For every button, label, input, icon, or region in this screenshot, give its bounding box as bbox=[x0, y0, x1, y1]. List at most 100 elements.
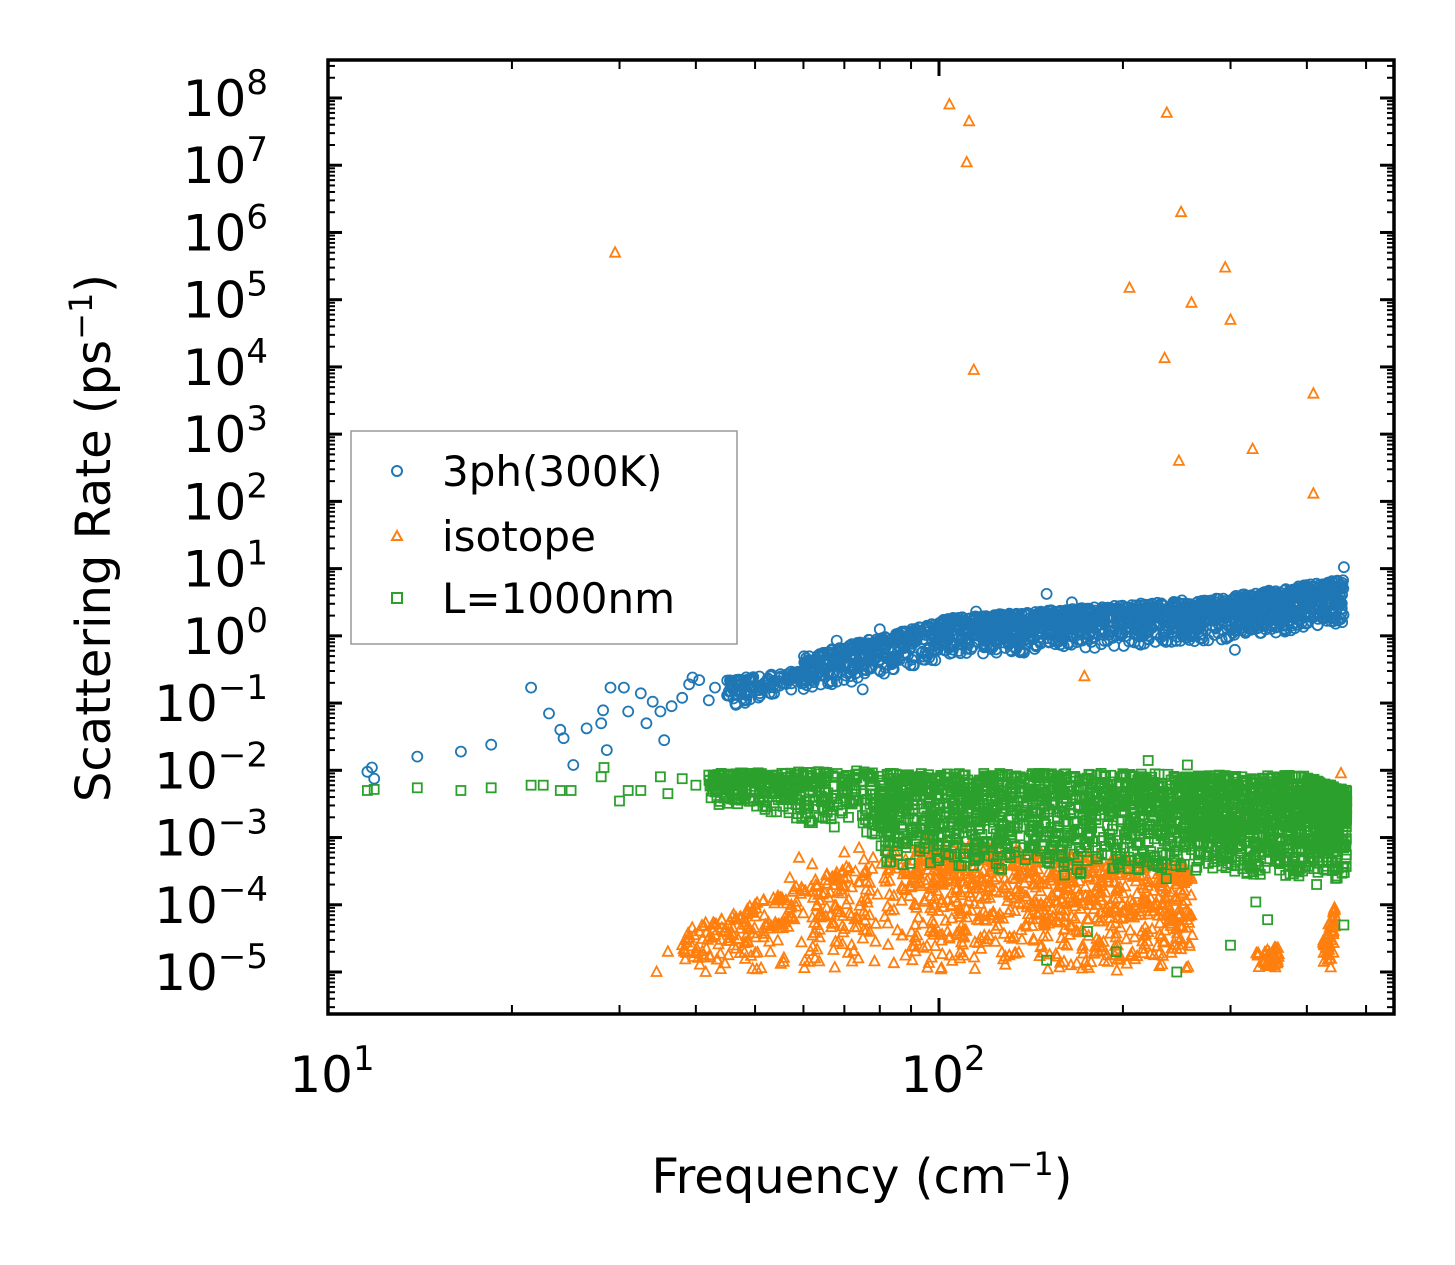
data-point-triangle bbox=[857, 903, 871, 917]
data-point-triangle bbox=[1070, 956, 1084, 969]
data-point-triangle bbox=[835, 885, 849, 899]
data-point-triangle bbox=[714, 932, 728, 945]
data-point-triangle bbox=[806, 884, 820, 897]
data-point-square bbox=[831, 793, 842, 804]
data-point-triangle bbox=[1082, 960, 1096, 973]
data-point-triangle bbox=[887, 955, 901, 969]
data-point-triangle bbox=[725, 909, 739, 922]
data-point-triangle bbox=[967, 950, 981, 963]
data-point-triangle bbox=[848, 864, 862, 877]
data-point-triangle bbox=[920, 872, 934, 886]
data-point-triangle bbox=[661, 944, 675, 957]
data-point-triangle bbox=[983, 879, 997, 892]
data-point-triangle bbox=[1071, 924, 1085, 938]
data-point-triangle bbox=[973, 896, 987, 909]
data-point-triangle bbox=[980, 931, 994, 945]
data-point-square bbox=[1160, 873, 1172, 885]
data-point-triangle bbox=[1324, 959, 1338, 973]
data-point-triangle bbox=[934, 961, 948, 975]
data-point-triangle bbox=[696, 931, 709, 944]
data-point-triangle bbox=[1171, 893, 1185, 906]
data-point-triangle bbox=[1005, 856, 1019, 870]
data-point-triangle bbox=[813, 929, 827, 943]
data-point-triangle bbox=[818, 885, 832, 898]
data-point-triangle bbox=[1075, 941, 1089, 954]
data-point-triangle bbox=[722, 933, 736, 946]
data-point-triangle bbox=[1062, 882, 1076, 896]
data-point-triangle bbox=[810, 897, 824, 910]
data-point-triangle bbox=[967, 362, 981, 375]
data-point-triangle bbox=[714, 961, 728, 974]
data-point-triangle bbox=[1010, 881, 1024, 895]
data-point-triangle bbox=[954, 934, 968, 948]
data-point-square bbox=[807, 817, 818, 829]
data-point-triangle bbox=[968, 961, 982, 974]
data-point-triangle bbox=[1072, 873, 1086, 886]
data-point-square bbox=[1002, 842, 1014, 854]
data-point-triangle bbox=[1123, 280, 1136, 293]
data-point-triangle bbox=[1160, 105, 1174, 118]
data-point-triangle bbox=[973, 930, 987, 943]
data-point-triangle bbox=[950, 926, 964, 939]
data-point-triangle bbox=[795, 934, 808, 948]
data-point-triangle bbox=[858, 913, 872, 926]
data-point-triangle bbox=[1251, 948, 1265, 961]
data-point-triangle bbox=[988, 934, 1002, 947]
data-point-triangle bbox=[781, 910, 795, 923]
data-point-triangle bbox=[899, 948, 912, 961]
data-point-triangle bbox=[1002, 887, 1016, 900]
data-point-triangle bbox=[932, 903, 946, 916]
data-point-triangle bbox=[1078, 954, 1092, 967]
data-point-square bbox=[820, 812, 831, 824]
data-point-triangle bbox=[1077, 668, 1091, 682]
data-point-triangle bbox=[1334, 765, 1348, 779]
data-point-triangle bbox=[847, 943, 861, 957]
data-point-triangle bbox=[925, 880, 939, 893]
data-point-triangle bbox=[991, 918, 1005, 931]
data-point-square bbox=[845, 796, 856, 808]
data-point-square bbox=[818, 794, 830, 806]
data-point-triangle bbox=[677, 944, 691, 957]
data-point-triangle bbox=[904, 879, 918, 893]
data-point-triangle bbox=[1052, 908, 1066, 922]
data-point-triangle bbox=[878, 909, 892, 922]
data-point-square bbox=[810, 775, 822, 787]
data-point-triangle bbox=[1164, 884, 1178, 898]
data-point-triangle bbox=[774, 956, 788, 969]
data-point-triangle bbox=[806, 928, 820, 941]
data-point-triangle bbox=[924, 900, 937, 914]
data-point-triangle bbox=[1185, 927, 1199, 940]
data-point-triangle bbox=[1172, 906, 1186, 919]
data-point-triangle bbox=[789, 879, 803, 892]
data-point-triangle bbox=[998, 957, 1012, 970]
data-point-triangle bbox=[1246, 441, 1260, 455]
data-point-triangle bbox=[1038, 899, 1052, 912]
data-point-triangle bbox=[1096, 940, 1110, 953]
data-point-triangle bbox=[1147, 883, 1160, 896]
data-point-triangle bbox=[1124, 909, 1138, 923]
data-point-triangle bbox=[693, 957, 707, 970]
data-point-square bbox=[839, 777, 851, 788]
data-point-triangle bbox=[924, 888, 938, 902]
data-point-triangle bbox=[944, 863, 958, 877]
data-point-triangle bbox=[691, 950, 705, 963]
data-point-square bbox=[740, 788, 752, 800]
data-point-triangle bbox=[881, 863, 895, 876]
data-point-triangle bbox=[796, 905, 810, 919]
data-point-triangle bbox=[1091, 897, 1105, 910]
data-point-triangle bbox=[863, 883, 877, 896]
data-point-triangle bbox=[1030, 907, 1044, 920]
data-point-square bbox=[892, 849, 903, 861]
data-point-triangle bbox=[1263, 958, 1277, 972]
data-point-triangle bbox=[715, 920, 729, 933]
data-point-square bbox=[1075, 866, 1087, 878]
data-point-triangle bbox=[1093, 913, 1107, 927]
data-point-triangle bbox=[688, 927, 701, 941]
data-point-triangle bbox=[1173, 918, 1187, 931]
data-point-triangle bbox=[1160, 881, 1174, 894]
data-point-triangle bbox=[853, 898, 867, 911]
data-point-triangle bbox=[869, 916, 883, 929]
data-point-triangle bbox=[865, 861, 879, 874]
data-point-triangle bbox=[1000, 877, 1014, 890]
data-point-triangle bbox=[1153, 958, 1166, 971]
